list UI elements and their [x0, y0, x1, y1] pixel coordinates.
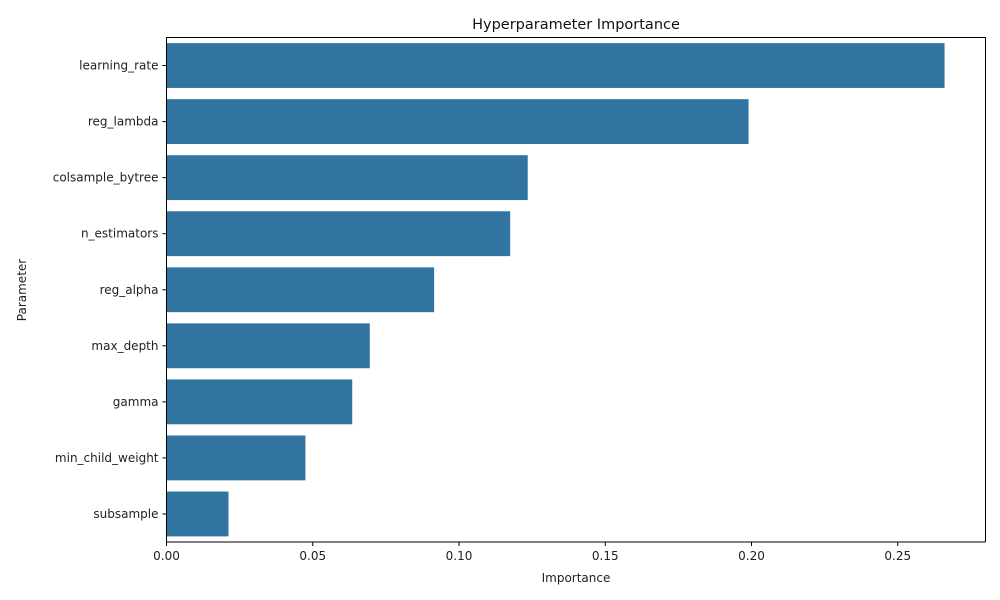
bar-min_child_weight — [166, 435, 306, 481]
x-tick-label: 0.10 — [446, 549, 473, 563]
y-tick-label: reg_alpha — [100, 283, 159, 297]
bar-reg_lambda — [166, 99, 749, 145]
x-tick-label: 0.20 — [738, 549, 765, 563]
y-tick-label: learning_rate — [79, 59, 158, 73]
x-axis-ticks: 0.00 0.05 0.10 0.15 0.20 0.25 — [153, 542, 911, 563]
y-tick-label: min_child_weight — [55, 451, 159, 465]
bar-max_depth — [166, 323, 370, 369]
y-tick-label: n_estimators — [81, 227, 159, 241]
x-tick-label: 0.05 — [299, 549, 326, 563]
x-tick-label: 0.25 — [884, 549, 911, 563]
x-tick-label: 0.15 — [592, 549, 619, 563]
x-tick-label: 0.00 — [153, 549, 180, 563]
y-axis-ticks: learning_rate reg_lambda colsample_bytreen… — [53, 59, 167, 521]
y-tick-label: reg_lambda — [88, 115, 159, 129]
bar-learning_rate — [166, 43, 945, 88]
bar-reg_alpha — [166, 267, 435, 313]
y-tick-label: gamma — [113, 395, 159, 409]
y-axis-title: Parameter — [15, 259, 29, 321]
bar-gamma — [166, 379, 353, 425]
chart-title: Hyperparameter Importance — [472, 17, 680, 33]
y-tick-label: colsample_bytree — [53, 171, 159, 185]
bar-colsample_bytree — [166, 155, 528, 201]
y-tick-label: subsample — [93, 507, 158, 521]
y-tick-label: max_depth — [91, 339, 158, 353]
bar-subsample — [166, 491, 229, 537]
bars-group — [166, 43, 945, 537]
bar-n_estimators — [166, 211, 511, 257]
x-axis-title: Importance — [542, 571, 611, 585]
